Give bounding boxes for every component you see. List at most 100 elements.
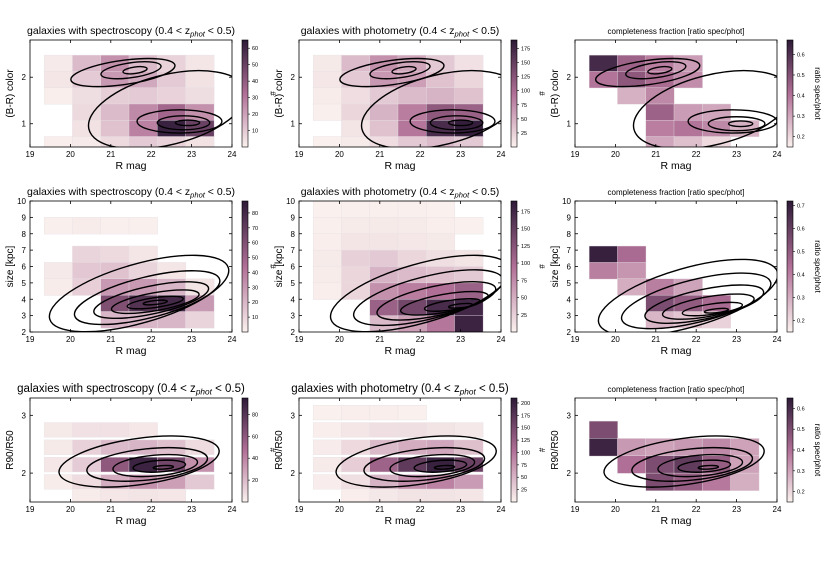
colorbar: [241, 397, 249, 503]
heatmap-cell: [645, 311, 675, 329]
heatmap-cell: [185, 54, 215, 72]
y-axis-label: size [kpc]: [274, 245, 285, 287]
x-tick-label: 21: [651, 505, 660, 514]
y-axis-label: R90/R50: [5, 430, 16, 470]
x-axis-label: R mag: [116, 160, 147, 172]
heatmap-cell: [454, 488, 484, 502]
heatmap-cell: [341, 249, 371, 268]
colorbar-tick-label: 25: [521, 488, 527, 494]
colorbar: [510, 39, 518, 148]
y-tick-label: 5: [567, 279, 572, 288]
heatmap-cell: [72, 87, 102, 105]
x-tick-label: 23: [187, 150, 196, 159]
x-tick-label: 19: [26, 150, 35, 159]
heatmap-cell: [128, 217, 158, 235]
x-tick-label: 22: [416, 150, 425, 159]
x-tick-label: 20: [335, 505, 344, 514]
heatmap-cell: [341, 439, 371, 455]
colorbar-tick-label: 0.3: [797, 114, 805, 120]
contour-line: [707, 116, 766, 132]
colorbar-tick-label: 0.3: [797, 469, 805, 475]
x-tick-label: 24: [228, 335, 237, 344]
colorbar-tick-label: 25: [521, 131, 527, 137]
colorbar-tick-label: 50: [252, 256, 258, 262]
contour-line: [597, 258, 777, 332]
plot-frame: [29, 397, 233, 503]
heatmap-cell: [185, 439, 215, 455]
colorbar-tick-label: 60: [252, 434, 258, 440]
heatmap-cell: [645, 103, 675, 121]
colorbar-tick-label: 0.4: [797, 94, 805, 100]
heatmap-cell: [426, 233, 456, 251]
colorbar-tick-label: 75: [521, 103, 527, 109]
density-contours: [329, 254, 501, 332]
x-tick-label: 24: [497, 150, 506, 159]
y-tick-label: 6: [22, 263, 27, 272]
heatmap-cell: [645, 278, 675, 296]
contour-line: [329, 254, 501, 332]
contour-line: [620, 272, 772, 330]
x-axis-label: R mag: [385, 515, 416, 527]
colorbar-tick-label: 50: [252, 63, 258, 69]
colorbar-tick-label: 0.3: [797, 296, 805, 302]
colorbar-tick-label: 0.7: [797, 204, 805, 210]
density-contours: [339, 57, 501, 147]
contour-line: [625, 61, 687, 80]
y-tick-label: 3: [22, 411, 27, 420]
x-tick-label: 20: [611, 335, 620, 344]
x-tick-label: 24: [497, 505, 506, 514]
chart-title-subscript: phot: [454, 191, 471, 200]
x-tick-label: 19: [26, 505, 35, 514]
heatmap-cell: [157, 488, 187, 502]
x-tick-label: 20: [66, 150, 75, 159]
heatmap-cell: [426, 87, 456, 105]
x-axis-label: R mag: [385, 160, 416, 172]
colorbar-tick-label: 150: [521, 227, 530, 233]
chart-title-end: < 0.5): [212, 383, 245, 395]
chart-title: completeness fraction [ratio spec/phot]: [608, 27, 745, 36]
heatmap-cell: [312, 87, 342, 105]
colorbar-tick-label: 10: [252, 129, 258, 135]
chart-title: galaxies with photometry (0.4 < zphot < …: [291, 383, 509, 397]
y-tick-label: 2: [567, 469, 572, 478]
heatmap-cell: [43, 217, 73, 235]
chart-title-main: galaxies with spectroscopy (0.4 < z: [27, 186, 190, 198]
y-axis-label: (B-R) color: [5, 69, 16, 118]
heatmap-cell: [72, 120, 102, 138]
heatmap-cell: [397, 217, 427, 235]
y-axis-label: (B-R) color: [274, 69, 285, 118]
x-tick-label: 24: [497, 335, 506, 344]
chart-title: galaxies with spectroscopy (0.4 < zphot …: [17, 383, 245, 397]
x-tick-label: 21: [375, 335, 384, 344]
heatmap-cell: [341, 405, 371, 421]
panel-1-3: 19 20 21 22 23 24 1 2 R mag (B-R) color completene…: [550, 27, 822, 172]
plot-frame: [574, 39, 778, 148]
colorbar-tick-label: 0.2: [797, 490, 805, 496]
heatmap-cell: [312, 282, 342, 300]
contour-line: [681, 301, 744, 317]
heatmap-cell: [397, 405, 427, 421]
heatmap-cell: [397, 54, 427, 72]
chart-title-subscript: phot: [189, 191, 206, 200]
heatmap-cell: [454, 54, 484, 72]
contour-line: [632, 69, 777, 147]
heatmap-cell: [673, 438, 703, 457]
contour-line: [132, 459, 187, 473]
heatmap-cell: [341, 233, 371, 251]
heatmap-cell: [128, 422, 158, 438]
chart-title-main: galaxies with photometry (0.4 < z: [301, 25, 455, 37]
heatmap-cell: [397, 422, 427, 438]
contour-line: [391, 65, 417, 75]
y-tick-label: 1: [567, 120, 572, 129]
chart-title-main: completeness fraction [ratio spec/phot]: [608, 385, 745, 394]
x-tick-label: 24: [773, 335, 782, 344]
y-tick-label: 7: [22, 246, 27, 255]
heatmap-cell: [369, 233, 399, 251]
y-tick-label: 2: [22, 469, 27, 478]
heatmap-cell: [369, 405, 399, 421]
colorbar-tick-label: 0.6: [797, 52, 805, 58]
contour-line: [376, 281, 497, 321]
